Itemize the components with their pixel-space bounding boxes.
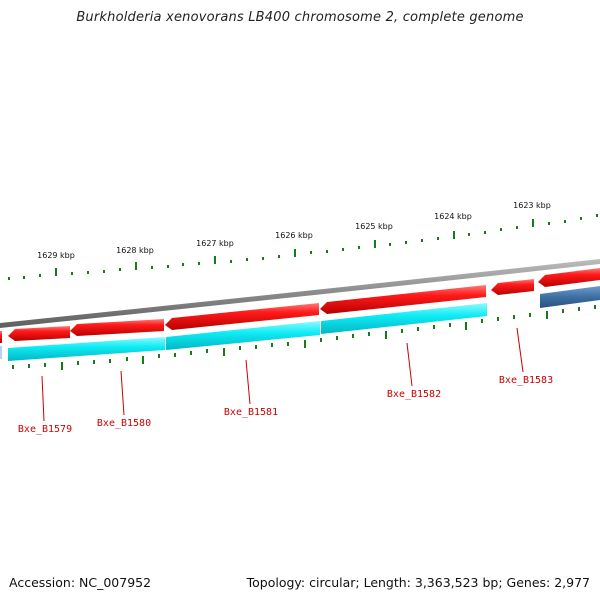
lower-minor-ticks [12,305,596,369]
gene-callouts: Bxe_B1579 Bxe_B1580 Bxe_B1581 Bxe_B1582 … [18,327,553,435]
kbp-label: 1627 kbp [196,239,234,248]
cds-feature[interactable] [166,321,320,350]
kbp-label: 1629 kbp [37,251,75,260]
scale-labels: 1629 kbp 1628 kbp 1627 kbp 1626 kbp 1625… [37,201,551,260]
genome-backbone [0,259,600,328]
callout-line [245,359,251,405]
callout-line [120,370,125,416]
gene-feature-arrow[interactable] [0,331,2,343]
accession-text: Accession: NC_007952 [9,575,152,590]
forward-strand-track [0,268,600,343]
genome-summary-text: Topology: circular; Length: 3,363,523 bp… [246,575,590,590]
gene-label-bxe-b1581[interactable]: Bxe_B1581 [224,407,278,418]
gene-feature-arrow[interactable] [165,303,319,330]
upper-minor-ticks [8,214,598,280]
gene-feature-arrow[interactable] [491,279,534,295]
callout-line [516,327,524,373]
kbp-label: 1624 kbp [434,212,472,221]
callout-line [41,375,45,422]
gene-label-bxe-b1582[interactable]: Bxe_B1582 [387,389,441,400]
cds-feature[interactable] [540,286,600,308]
kbp-label: 1628 kbp [116,246,154,255]
lower-major-ticks [61,311,548,370]
gene-feature-arrow[interactable] [70,319,164,336]
gene-label-bxe-b1583[interactable]: Bxe_B1583 [499,375,553,386]
lower-scale-track [12,305,596,370]
cds-feature[interactable] [0,346,2,359]
kbp-label: 1623 kbp [513,201,551,210]
callout-line [406,342,413,387]
map-title: Burkholderia xenovorans LB400 chromosome… [76,10,524,25]
cds-feature[interactable] [321,303,487,334]
kbp-label: 1625 kbp [355,222,393,231]
gene-feature-arrow[interactable] [538,268,600,287]
gene-feature-arrow[interactable] [8,326,70,341]
upper-major-ticks [55,219,534,276]
gene-label-bxe-b1580[interactable]: Bxe_B1580 [97,418,151,429]
gene-label-bxe-b1579[interactable]: Bxe_B1579 [18,424,72,435]
cds-feature[interactable] [8,337,165,361]
upper-scale-track: 1629 kbp 1628 kbp 1627 kbp 1626 kbp 1625… [8,201,598,280]
gene-feature-arrow[interactable] [320,285,486,314]
cds-track [0,286,600,361]
kbp-label: 1626 kbp [275,231,313,240]
